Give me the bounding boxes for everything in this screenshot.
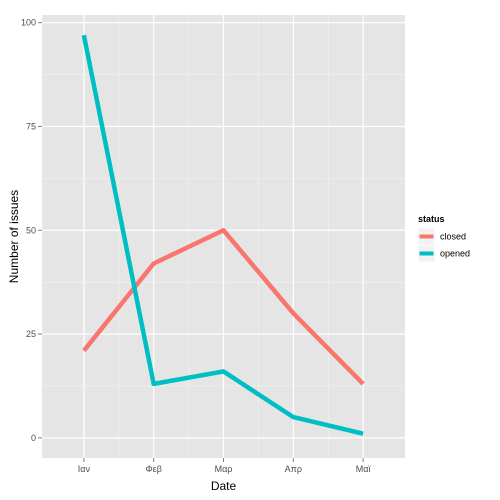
legend-label-closed: closed (440, 232, 466, 242)
y-tick-label: 100 (21, 18, 36, 28)
y-axis: 0 25 50 75 100 (21, 18, 42, 443)
y-tick-label: 50 (26, 225, 36, 235)
legend-items: closed opened (417, 227, 470, 263)
x-tick-label: Ιαν (78, 464, 91, 474)
legend: status closed opened (417, 214, 470, 263)
series-line-opened (81, 34, 364, 436)
x-axis-title: Date (211, 479, 237, 493)
legend-label-opened: opened (440, 249, 470, 259)
x-tick-label: Απρ (285, 464, 302, 474)
x-tick-label: Φεβ (146, 464, 162, 474)
x-tick-label: Μαρ (215, 464, 233, 474)
y-tick-label: 75 (26, 121, 36, 131)
x-axis: Ιαν Φεβ Μαρ Απρ Μαϊ (78, 458, 372, 474)
y-tick-label: 0 (31, 433, 36, 443)
y-axis-title: Number of issues (7, 190, 21, 283)
series-lines (81, 34, 365, 436)
x-tick-label: Μαϊ (356, 464, 372, 474)
legend-title: status (418, 214, 445, 224)
series-line-closed (82, 228, 365, 386)
y-tick-label: 25 (26, 329, 36, 339)
